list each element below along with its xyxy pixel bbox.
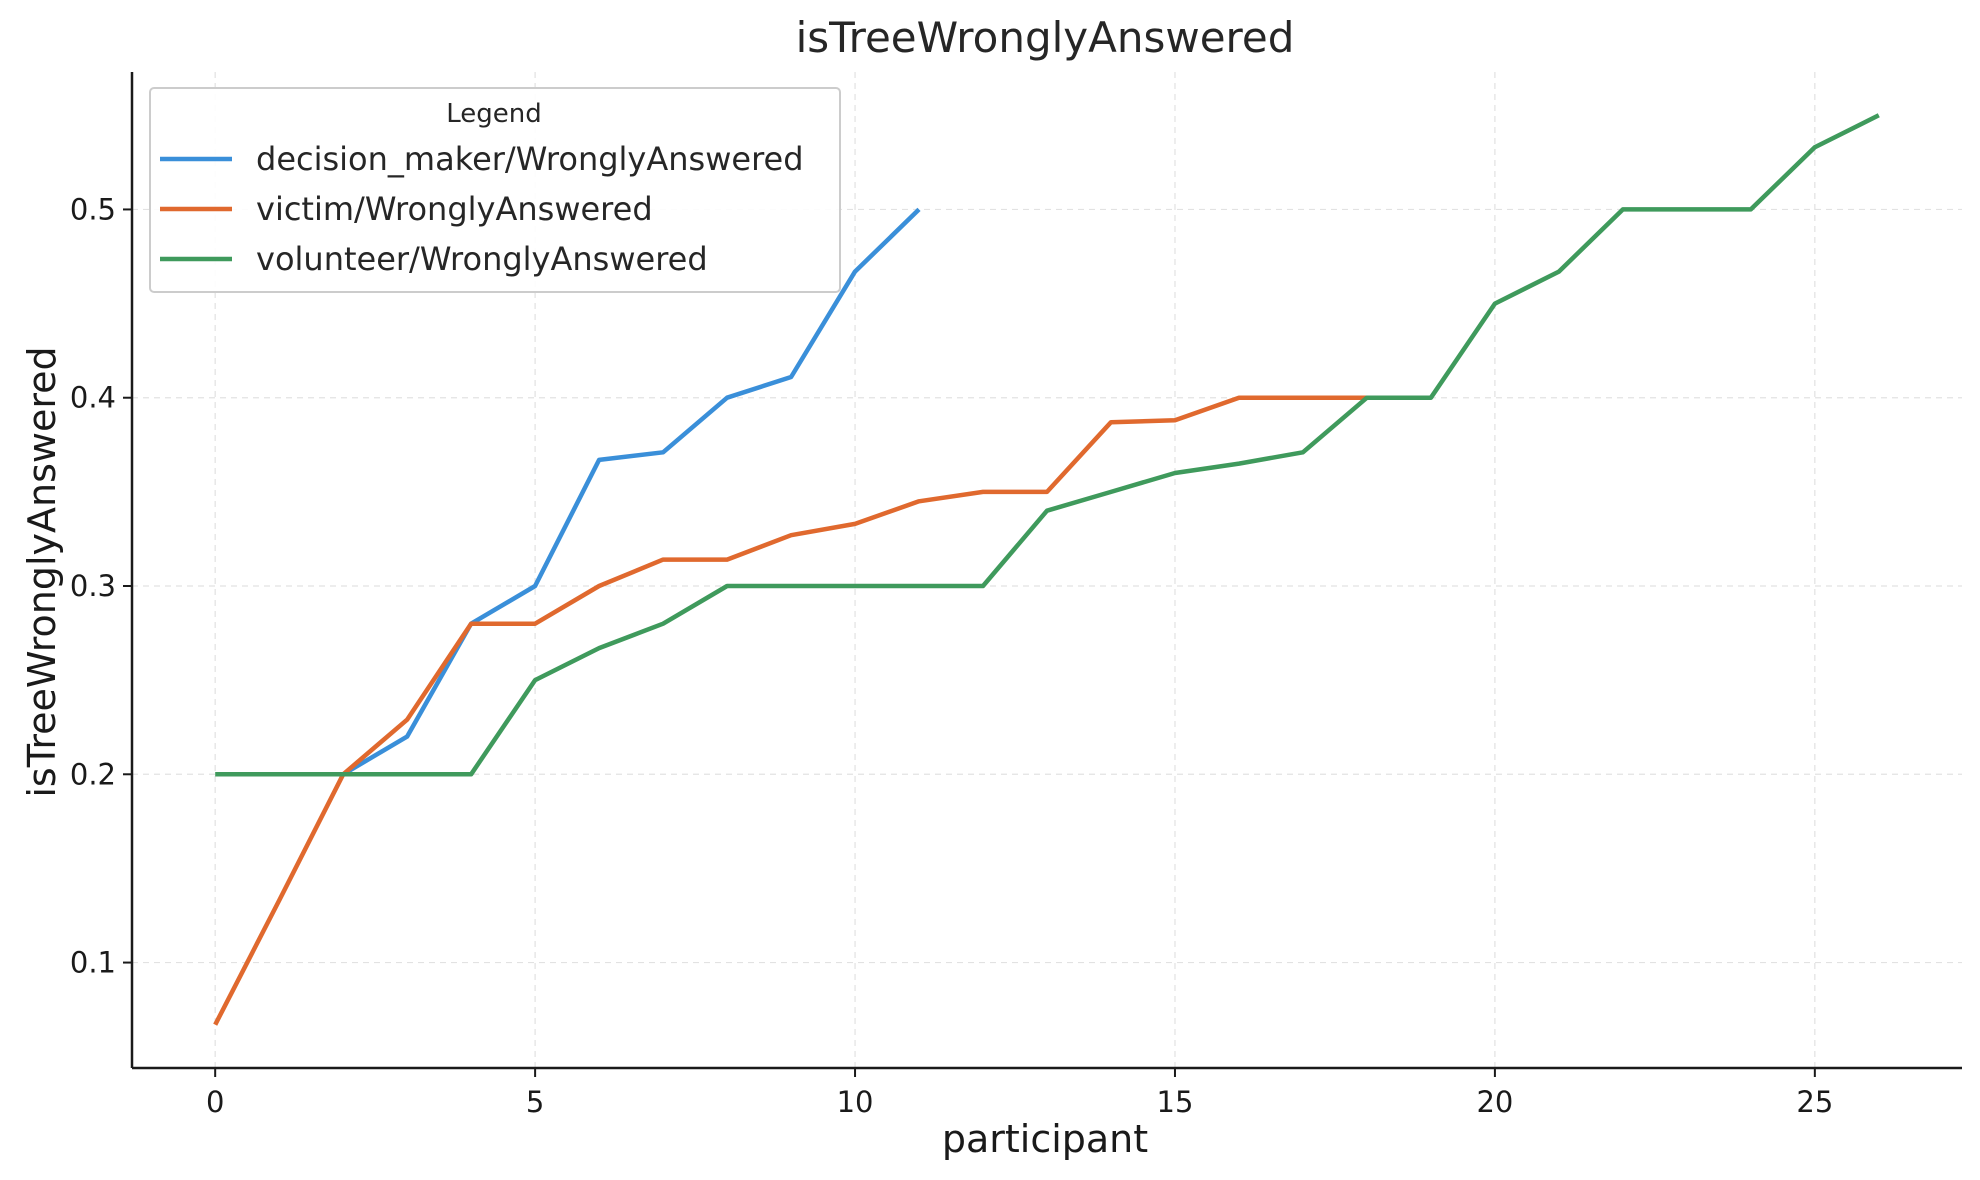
y-tick-label: 0.3 (70, 569, 116, 603)
x-tick-label: 25 (1796, 1085, 1833, 1119)
y-tick-label: 0.1 (70, 946, 116, 980)
legend-entries: decision_maker/WronglyAnswered victim/Wro… (160, 140, 804, 278)
x-tick-label: 10 (837, 1085, 874, 1119)
legend: Legend decision_maker/WronglyAnsweredvic… (149, 87, 841, 293)
axes (130, 72, 1962, 1070)
x-tick-label: 0 (206, 1085, 224, 1119)
legend-label-volunteer: volunteer/WronglyAnswered (256, 240, 708, 278)
legend-title: Legend (446, 99, 542, 129)
y-axis-title: isTreeWronglyAnswered (20, 346, 64, 797)
x-tick-label: 20 (1476, 1085, 1513, 1119)
y-tick-label: 0.4 (70, 381, 116, 415)
legend-label-victim: victim/WronglyAnswered (256, 190, 653, 228)
series-line-victim (213, 395, 1367, 1026)
legend-label-decision-maker: decision_maker/WronglyAnswered (256, 140, 804, 178)
x-axis-title: participant (942, 1117, 1148, 1161)
y-tick-label: 0.2 (70, 757, 116, 791)
ticks: 0 5 10 15 20 25 0.1 0.2 0.3 0.4 0.5 (70, 192, 1833, 1119)
chart-title: isTreeWronglyAnswered (796, 13, 1295, 62)
y-tick-label: 0.5 (70, 192, 116, 226)
series-line-decision-maker (342, 207, 921, 777)
x-tick-label: 5 (526, 1085, 544, 1119)
x-tick-label: 15 (1157, 1085, 1194, 1119)
legend-box (149, 87, 841, 293)
series-line-volunteer (215, 113, 1880, 777)
series-layer (213, 113, 1880, 1026)
